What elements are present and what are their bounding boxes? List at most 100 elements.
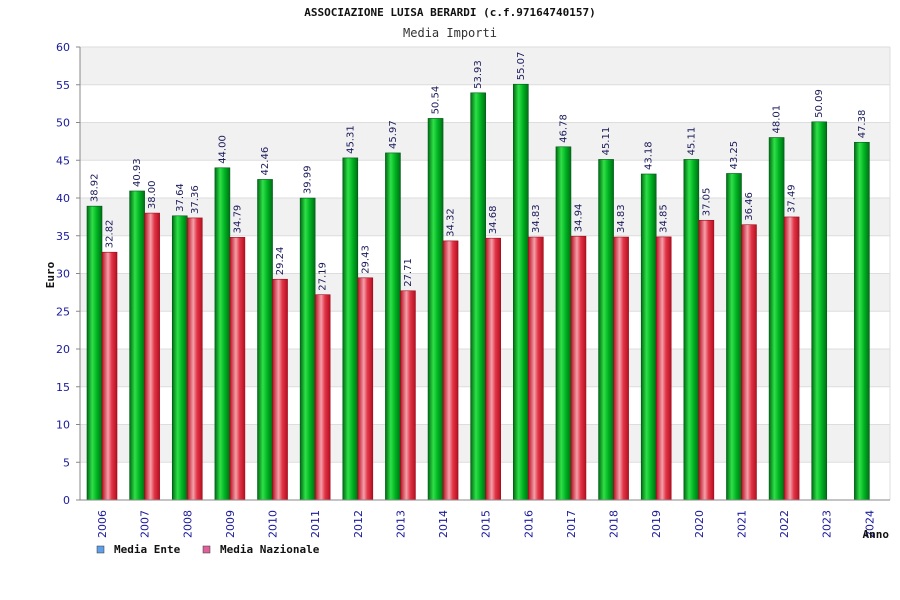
bar-media-ente-2010 <box>257 179 273 501</box>
data-label-media-nazionale-2006: 32.82 <box>105 220 116 249</box>
bar-media-ente-2024 <box>854 141 870 501</box>
x-tick-label-2021: 2021 <box>735 510 748 538</box>
data-label-media-ente-2024: 47.38 <box>857 110 868 139</box>
data-label-media-ente-2017: 46.78 <box>558 114 569 143</box>
legend: Media Ente Media Nazionale <box>96 543 320 556</box>
data-label-media-nazionale-2009: 34.79 <box>232 205 243 234</box>
y-tick-label: 5 <box>63 456 70 469</box>
data-label-media-nazionale-2010: 29.24 <box>275 247 286 276</box>
data-label-media-ente-2016: 55.07 <box>516 52 527 81</box>
bar-media-ente-2020 <box>683 159 700 501</box>
data-label-media-ente-2019: 43.18 <box>644 141 655 170</box>
data-label-media-ente-2021: 43.25 <box>729 141 740 170</box>
x-tick-label-2009: 2009 <box>224 510 237 538</box>
data-label-media-ente-2018: 45.11 <box>601 127 612 156</box>
bars: 38.92 32.82 40.93 38.00 37.64 37.36 44.00 34.79… <box>86 52 870 501</box>
data-label-media-ente-2006: 38.92 <box>90 174 101 203</box>
bar-media-ente-2013 <box>385 152 401 501</box>
y-tick-label: 10 <box>56 419 70 432</box>
y-tick-label: 55 <box>56 79 70 92</box>
y-tick-label: 20 <box>56 343 70 356</box>
bar-media-ente-2014 <box>427 118 444 501</box>
data-label-media-nazionale-2014: 34.32 <box>446 208 457 237</box>
x-tick-label-2020: 2020 <box>693 510 706 538</box>
data-label-media-nazionale-2011: 27.19 <box>318 262 329 291</box>
x-tick-label-2012: 2012 <box>352 510 365 538</box>
bar-media-nazionale-2021 <box>741 224 757 501</box>
data-label-media-ente-2015: 53.93 <box>473 60 484 89</box>
bar-media-ente-2017 <box>555 146 572 501</box>
x-axis-label: Anno <box>863 528 890 541</box>
bar-media-nazionale-2019 <box>655 236 672 501</box>
y-tick-label: 50 <box>56 117 70 130</box>
data-label-media-nazionale-2012: 29.43 <box>360 245 371 274</box>
bar-media-nazionale-2007 <box>144 212 160 501</box>
x-tick-label-2007: 2007 <box>139 510 152 538</box>
bar-media-nazionale-2013 <box>400 290 416 501</box>
legend-label-media-ente: Media Ente <box>114 543 181 556</box>
bar-media-nazionale-2022 <box>783 216 800 501</box>
y-axis: 0 5 10 15 20 25 30 35 40 45 50 55 60 <box>56 41 81 507</box>
data-label-media-ente-2009: 44.00 <box>217 135 228 164</box>
bar-media-ente-2018 <box>598 159 614 501</box>
bar-media-nazionale-2006 <box>101 251 118 501</box>
bar-media-nazionale-2015 <box>485 237 501 501</box>
bar-media-ente-2021 <box>726 173 742 501</box>
data-label-media-nazionale-2016: 34.83 <box>531 204 542 233</box>
data-label-media-nazionale-2013: 27.71 <box>403 258 414 287</box>
data-label-media-ente-2008: 37.64 <box>175 183 186 212</box>
x-tick-label-2013: 2013 <box>394 510 407 538</box>
y-axis-label: Euro <box>44 261 57 288</box>
data-label-media-ente-2007: 40.93 <box>132 158 143 187</box>
bar-media-ente-2015 <box>470 92 486 501</box>
bar-media-ente-2016 <box>513 83 529 501</box>
data-label-media-ente-2020: 45.11 <box>686 127 697 156</box>
bar-media-ente-2008 <box>171 215 188 501</box>
x-tick-label-2016: 2016 <box>522 510 535 538</box>
data-label-media-nazionale-2019: 34.85 <box>659 204 670 233</box>
data-label-media-ente-2013: 45.97 <box>388 120 399 149</box>
y-tick-label: 0 <box>63 494 70 507</box>
x-tick-label-2006: 2006 <box>96 510 109 538</box>
bar-media-nazionale-2014 <box>442 240 459 501</box>
bar-media-nazionale-2011 <box>314 294 331 501</box>
data-label-media-nazionale-2018: 34.83 <box>616 204 627 233</box>
bar-media-ente-2006 <box>86 205 103 501</box>
data-label-media-nazionale-2022: 37.49 <box>787 184 798 213</box>
x-tick-label-2023: 2023 <box>821 510 834 538</box>
bar-media-ente-2011 <box>299 197 316 501</box>
bar-media-nazionale-2020 <box>698 219 715 501</box>
y-tick-label: 45 <box>56 154 70 167</box>
bar-media-nazionale-2009 <box>229 237 246 501</box>
bar-media-nazionale-2008 <box>186 217 203 501</box>
x-tick-label-2008: 2008 <box>181 510 194 538</box>
x-tick-label-2011: 2011 <box>309 510 322 538</box>
y-tick-label: 15 <box>56 381 70 394</box>
y-tick-label: 60 <box>56 41 70 54</box>
bar-media-ente-2009 <box>214 167 231 501</box>
y-tick-label: 25 <box>56 305 70 318</box>
x-tick-label-2018: 2018 <box>608 510 621 538</box>
data-label-media-nazionale-2008: 37.36 <box>190 185 201 214</box>
x-tick-label-2024: 2024 <box>863 510 876 538</box>
bar-media-ente-2022 <box>768 137 785 501</box>
y-tick-label: 40 <box>56 192 70 205</box>
data-label-media-nazionale-2021: 36.46 <box>744 192 755 221</box>
chart-title: ASSOCIAZIONE LUISA BERARDI (c.f.97164740… <box>304 6 595 19</box>
bar-media-nazionale-2012 <box>357 277 374 501</box>
bar-media-nazionale-2010 <box>272 278 288 501</box>
bar-media-nazionale-2016 <box>528 236 544 501</box>
bar-media-nazionale-2017 <box>570 235 587 501</box>
data-label-media-nazionale-2020: 37.05 <box>701 188 712 217</box>
data-label-media-ente-2011: 39.99 <box>303 165 314 194</box>
data-label-media-ente-2014: 50.54 <box>431 86 442 115</box>
y-tick-label: 35 <box>56 230 70 243</box>
bar-media-ente-2019 <box>640 173 657 501</box>
data-label-media-ente-2023: 50.09 <box>814 89 825 118</box>
chart-subtitle: Media Importi <box>403 26 497 40</box>
data-label-media-nazionale-2015: 34.68 <box>488 206 499 235</box>
bar-media-ente-2007 <box>129 190 145 501</box>
bar-media-ente-2023 <box>811 121 828 501</box>
bar-media-nazionale-2018 <box>613 236 629 501</box>
